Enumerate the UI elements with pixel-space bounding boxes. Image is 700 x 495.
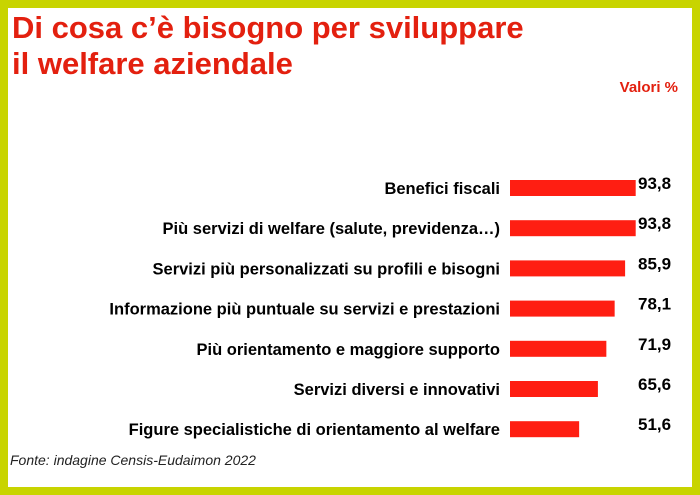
value-label: 78,1: [638, 295, 671, 314]
bar: [510, 220, 636, 237]
category-label: Più orientamento e maggiore supporto: [197, 341, 500, 359]
unit-label: Valori %: [619, 79, 678, 96]
bar: [510, 260, 626, 277]
value-label: 51,6: [638, 415, 671, 434]
bar: [510, 340, 607, 357]
bar: [510, 300, 615, 317]
category-label: Figure specialistiche di orientamento al…: [129, 421, 500, 439]
source-note: Fonte: indagine Censis-Eudaimon 2022: [10, 452, 256, 468]
category-label: Servizi diversi e innovativi: [294, 381, 500, 399]
bar: [510, 381, 598, 397]
bar: [510, 180, 636, 196]
value-label: 93,8: [638, 174, 671, 193]
value-label: 85,9: [638, 254, 671, 273]
chart-title: Di cosa c’è bisogno per sviluppare il we…: [12, 10, 524, 81]
value-label: 93,8: [638, 214, 671, 233]
category-label: Più servizi di welfare (salute, previden…: [163, 220, 500, 238]
value-label: 71,9: [638, 335, 671, 354]
category-label: Informazione più puntuale su servizi e p…: [109, 301, 500, 319]
category-label: Servizi più personalizzati su profili e …: [153, 260, 500, 278]
chart-frame: [8, 8, 692, 487]
category-label: Benefici fiscali: [384, 180, 500, 198]
bar: [510, 421, 580, 438]
value-label: 65,6: [638, 375, 671, 394]
